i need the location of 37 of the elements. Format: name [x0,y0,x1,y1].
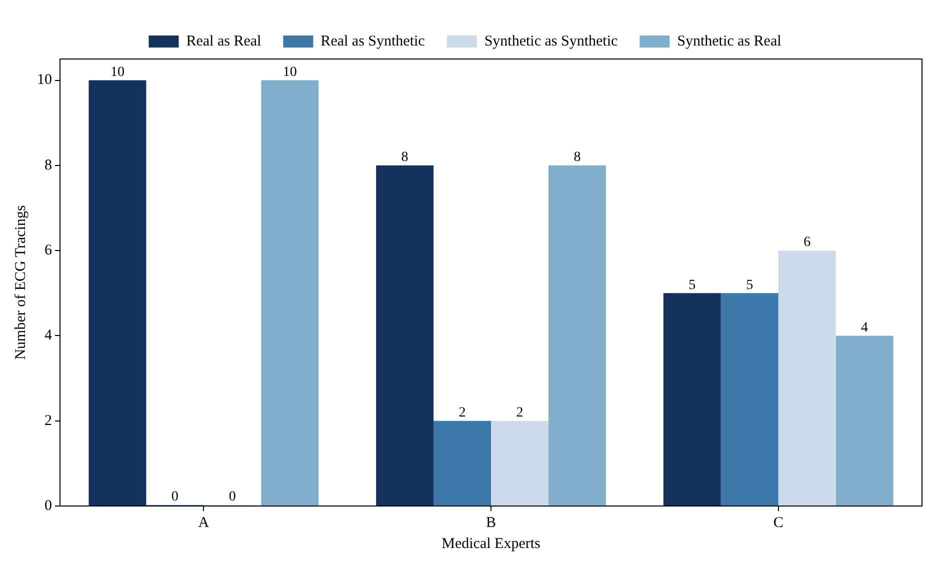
data-label: 10 [110,64,124,80]
bar [434,420,491,506]
legend-label: Real as Synthetic [320,33,426,50]
bar [836,336,894,506]
y-tick-label: 6 [44,242,52,259]
data-label: 8 [574,150,581,166]
data-label: 2 [458,406,466,421]
bar [548,165,606,506]
data-label: 10 [282,64,297,80]
data-label: 0 [228,490,236,505]
bar [720,293,778,506]
bar [491,420,548,506]
data-label: 2 [516,406,524,421]
x-tick-label: A [198,514,210,531]
bar [261,80,319,506]
data-label: 8 [401,150,408,166]
bar [663,293,721,506]
bar [88,80,146,506]
legend-label: Synthetic as Synthetic [484,33,618,50]
data-label: 5 [688,278,696,293]
y-tick-label: 10 [37,72,52,88]
x-tick-label: B [486,514,496,531]
data-label: 0 [171,490,178,505]
data-label: 5 [746,278,754,293]
x-tick-label: C [773,514,784,531]
bar [778,250,836,506]
y-tick-label: 4 [44,328,52,344]
legend-label: Real as Real [186,33,262,50]
legend-label: Synthetic as Real [677,33,782,50]
x-axis-title: Medical Experts [442,536,541,552]
bar [376,165,434,506]
data-label: 6 [804,235,811,250]
y-tick-label: 2 [44,412,52,429]
y-tick-label: 0 [44,498,52,514]
y-axis-title: Number of ECG Tracings [12,205,29,360]
y-tick-label: 8 [44,157,52,174]
data-label: 4 [861,320,868,336]
